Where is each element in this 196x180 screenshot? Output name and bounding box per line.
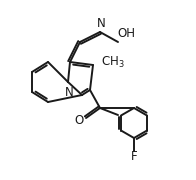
Text: N: N (65, 86, 73, 98)
Text: OH: OH (117, 27, 135, 40)
Text: N: N (97, 17, 105, 30)
Text: F: F (131, 150, 137, 163)
Text: CH$_3$: CH$_3$ (101, 55, 125, 69)
Text: O: O (74, 114, 84, 127)
